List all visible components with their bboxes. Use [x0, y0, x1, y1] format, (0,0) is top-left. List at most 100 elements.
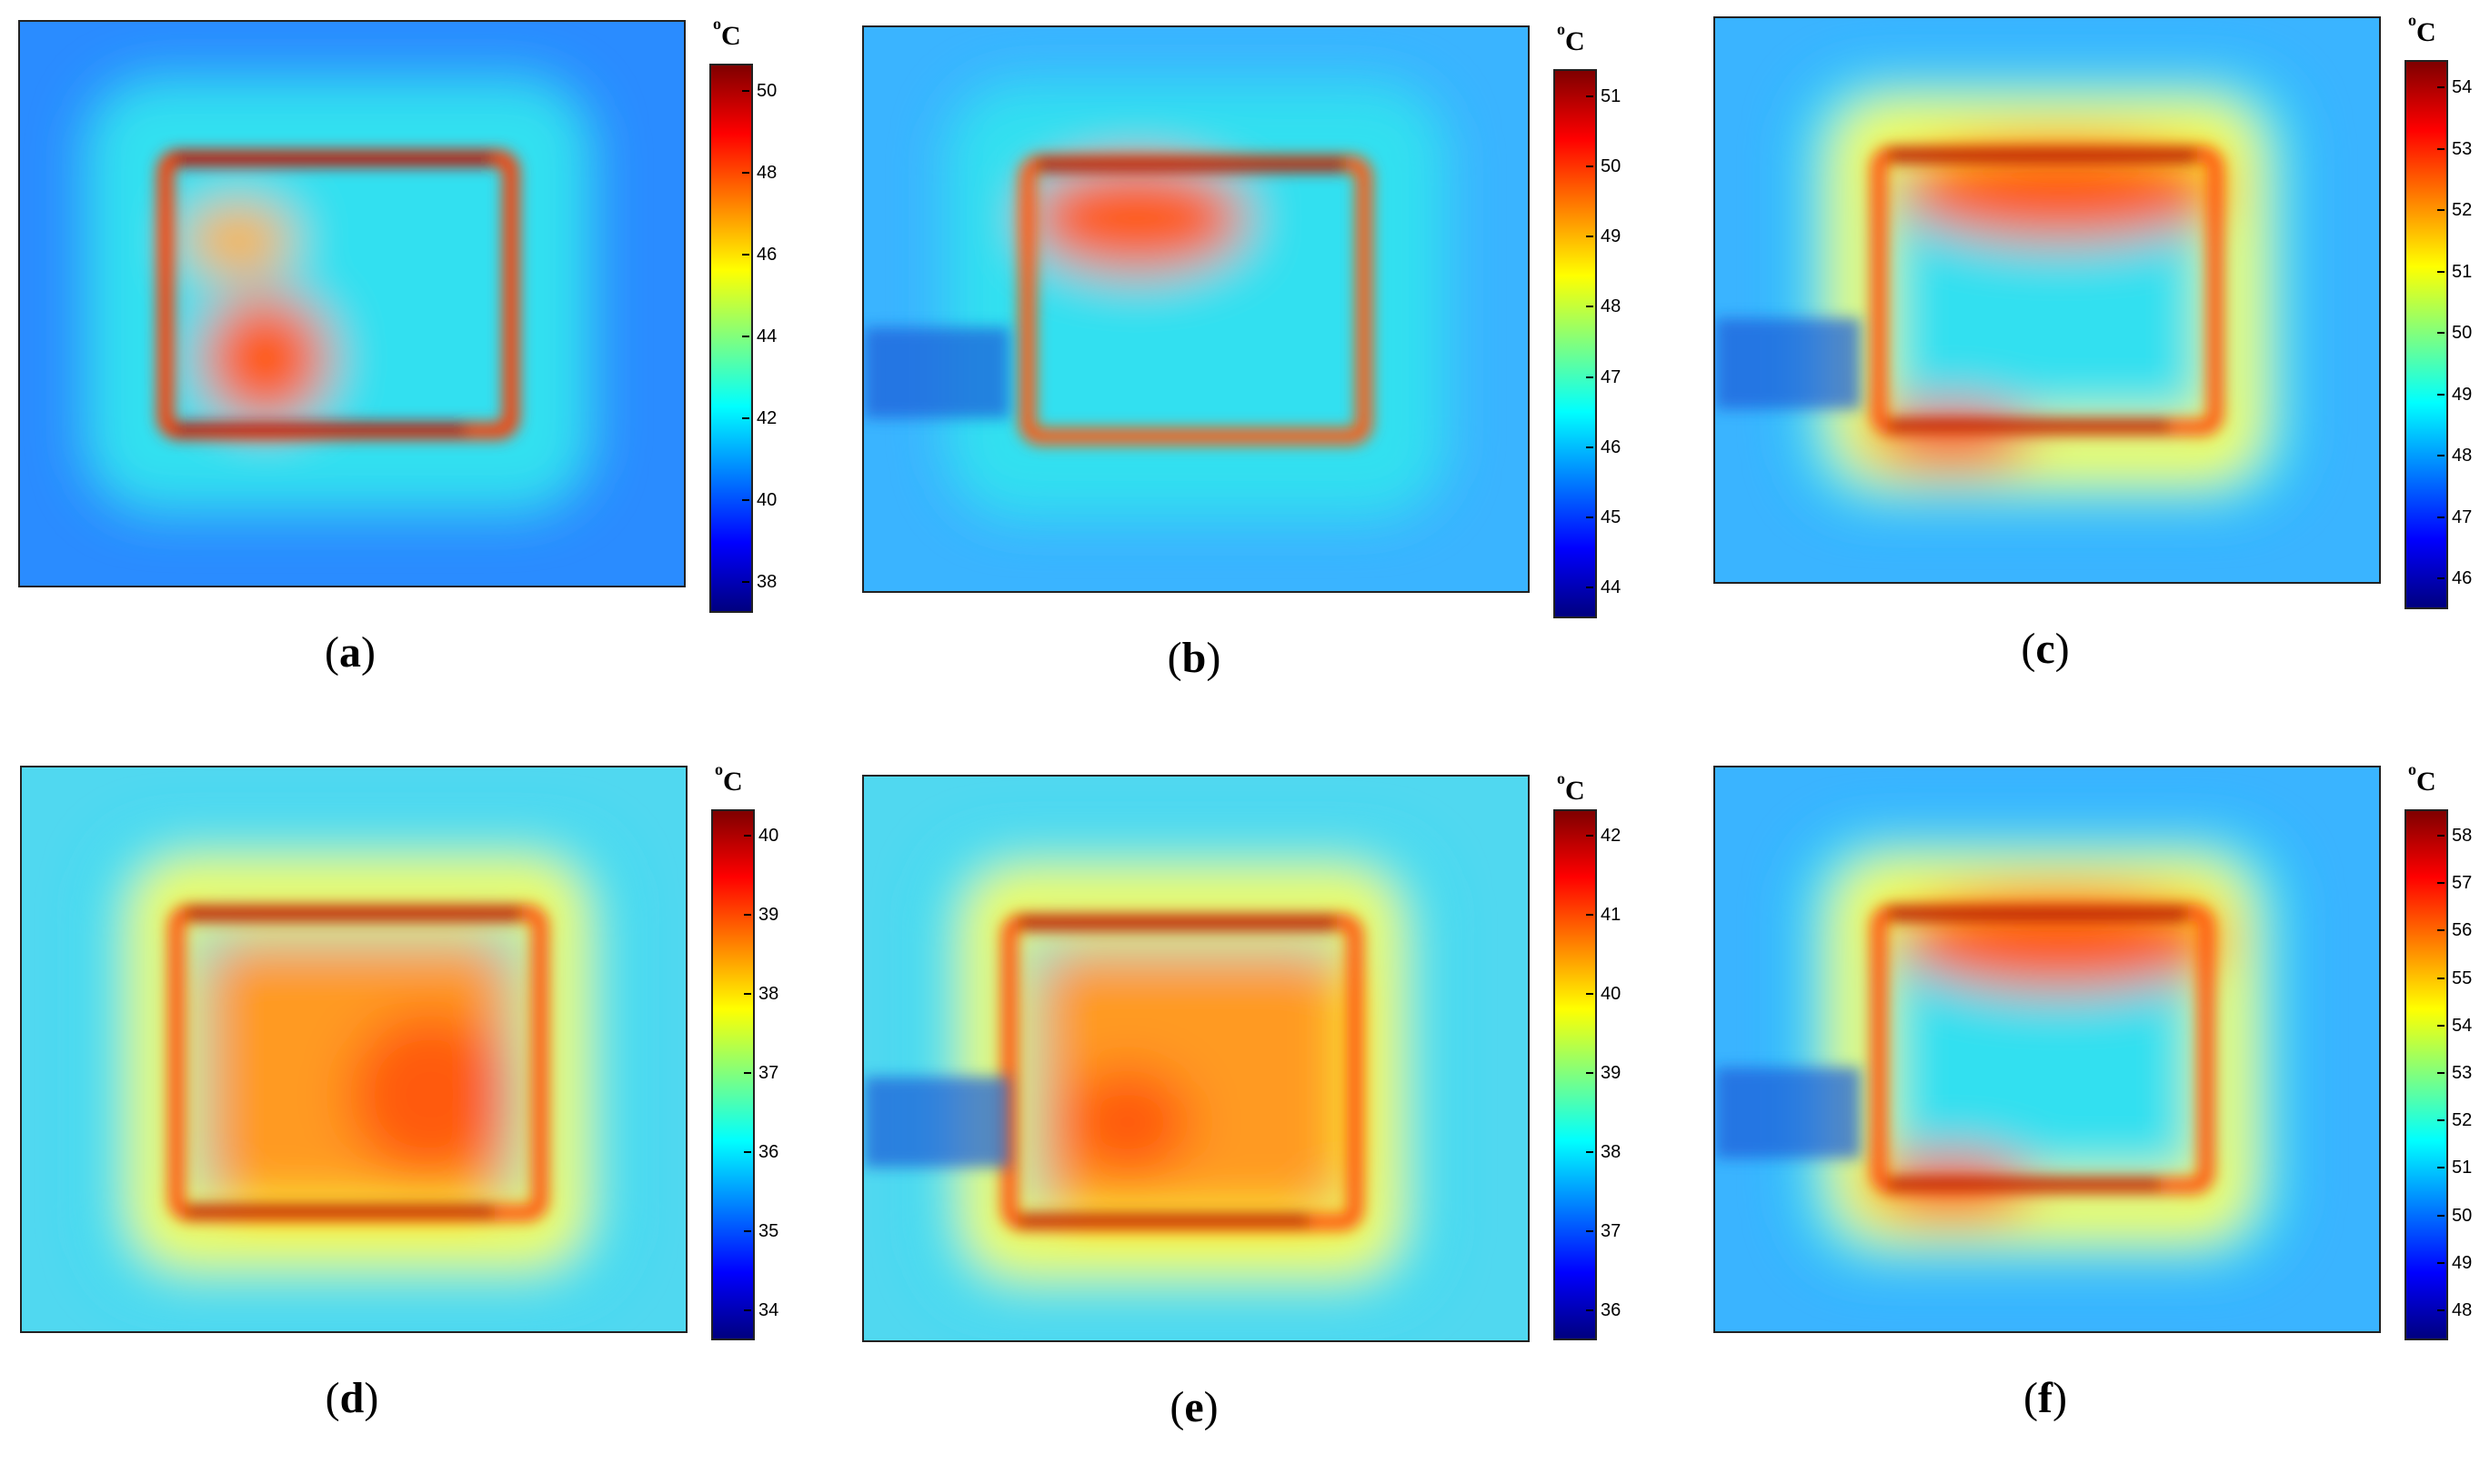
- colorbar-tick-label: 52: [2452, 1110, 2473, 1131]
- colorbar-tick-mark: [1586, 1151, 1593, 1153]
- colorbar-tick-label: 47: [2452, 506, 2473, 527]
- colorbar-tick-label: 52: [2452, 200, 2473, 220]
- colorbar-tick-label: 48: [2452, 446, 2473, 466]
- colorbar-tick-label: 46: [757, 245, 778, 265]
- colorbar-tick-mark: [2437, 577, 2445, 579]
- colorbar-tick-label: 45: [1601, 506, 1622, 527]
- colorbar-unit-label: oC: [1557, 769, 1585, 807]
- colorbar-tick-mark: [2437, 516, 2445, 518]
- colorbar-tick-label: 44: [1601, 577, 1622, 597]
- colorbar-tick-mark: [1586, 1072, 1593, 1074]
- colorbar-tick-mark: [2437, 332, 2445, 334]
- colorbar-tick-label: 40: [1601, 984, 1622, 1004]
- caption-open-paren: (: [325, 1374, 340, 1422]
- colorbar-tick-mark: [744, 993, 751, 995]
- colorbar-tick-mark: [1586, 1309, 1593, 1311]
- colorbar-tick-mark: [2437, 882, 2445, 885]
- colorbar-tick-mark: [2437, 270, 2445, 273]
- colorbar-tick-mark: [1586, 165, 1593, 168]
- colorbar-tick-label: 39: [1601, 1063, 1622, 1083]
- unit-letter: C: [2416, 767, 2436, 797]
- colorbar-tick-mark: [1586, 516, 1593, 518]
- colorbar-tick-mark: [742, 254, 749, 256]
- colorbar-tick-label: 44: [757, 326, 778, 346]
- colorbar-gradient: [713, 811, 753, 1339]
- colorbar-tick-mark: [2437, 1119, 2445, 1122]
- colorbar-tick-mark: [2437, 1024, 2445, 1027]
- colorbar-tick-mark: [2437, 209, 2445, 211]
- colorbar-unit-label: oC: [2408, 760, 2436, 797]
- colorbar-tick-label: 48: [757, 163, 778, 183]
- colorbar-tick-label: 35: [758, 1221, 779, 1241]
- colorbar-tick-mark: [1586, 1230, 1593, 1232]
- colorbar-tick-mark: [1586, 306, 1593, 308]
- colorbar-tick-label: 36: [758, 1142, 779, 1162]
- panel-caption: (d): [20, 1373, 684, 1423]
- colorbar-tick-label: 42: [1601, 826, 1622, 846]
- panel-caption: (b): [862, 633, 1526, 683]
- degree-symbol: o: [2408, 760, 2416, 778]
- colorbar-tick-label: 48: [1601, 296, 1622, 317]
- colorbar-unit-label: oC: [713, 15, 741, 52]
- colorbar-tick-label: 47: [1601, 366, 1622, 387]
- colorbar-tick-label: 49: [1601, 226, 1622, 247]
- colorbar-tick-mark: [1586, 95, 1593, 97]
- caption-letter: f: [2038, 1374, 2053, 1422]
- thermal-image: [864, 777, 1528, 1340]
- thermal-image: [1715, 767, 2379, 1331]
- colorbar: [2405, 809, 2448, 1340]
- colorbar-tick-mark: [2437, 86, 2445, 88]
- colorbar-tick-mark: [744, 835, 751, 837]
- colorbar-tick-label: 36: [1601, 1300, 1622, 1320]
- colorbar-tick-mark: [1586, 914, 1593, 916]
- caption-close-paren: ): [364, 1374, 379, 1422]
- colorbar: [711, 809, 755, 1340]
- colorbar-tick-label: 50: [1601, 156, 1622, 177]
- colorbar-tick-label: 53: [2452, 138, 2473, 159]
- thermal-image-frame: [862, 25, 1530, 593]
- colorbar-tick-label: 50: [2452, 1205, 2473, 1226]
- caption-open-paren: (: [325, 628, 339, 677]
- colorbar-tick-mark: [2437, 1309, 2445, 1311]
- colorbar-tick-label: 39: [758, 905, 779, 925]
- colorbar-tick-mark: [2437, 835, 2445, 837]
- colorbar-tick-label: 50: [2452, 323, 2473, 343]
- thermal-image: [22, 767, 686, 1331]
- panel-a: oC 50 48 46 44 42 40 38 (a): [18, 15, 837, 729]
- thermal-image-frame: [18, 20, 686, 587]
- caption-open-paren: (: [2023, 1374, 2038, 1422]
- colorbar-tick-mark: [2437, 1214, 2445, 1217]
- colorbar-unit-label: oC: [2408, 11, 2436, 48]
- panel-f: oC 58 57 56 55 54 53 52 51 50 49 48 (f): [1713, 760, 2490, 1475]
- unit-letter: C: [721, 21, 741, 51]
- panel-caption: (c): [1713, 624, 2377, 674]
- colorbar-tick-mark: [1586, 587, 1593, 588]
- degree-symbol: o: [715, 760, 723, 778]
- colorbar-tick-label: 46: [1601, 436, 1622, 457]
- caption-letter: b: [1181, 634, 1207, 682]
- colorbar-tick-mark: [742, 172, 749, 174]
- thermal-image-frame: [862, 775, 1530, 1342]
- colorbar-gradient: [2406, 811, 2446, 1339]
- thermal-image-frame: [1713, 766, 2381, 1333]
- colorbar: [709, 64, 753, 613]
- colorbar-tick-mark: [2437, 977, 2445, 979]
- colorbar-tick-mark: [2437, 147, 2445, 150]
- colorbar-unit-label: oC: [715, 760, 743, 797]
- colorbar-tick-label: 38: [1601, 1142, 1622, 1162]
- colorbar-tick-label: 38: [758, 984, 779, 1004]
- colorbar-tick-mark: [2437, 1261, 2445, 1264]
- colorbar-tick-label: 55: [2452, 968, 2473, 988]
- colorbar-tick-label: 50: [757, 81, 778, 101]
- colorbar-tick-mark: [744, 1230, 751, 1232]
- colorbar: [2405, 60, 2448, 609]
- unit-letter: C: [1565, 776, 1585, 806]
- colorbar-gradient: [2406, 62, 2446, 607]
- colorbar-unit-label: oC: [1557, 20, 1585, 57]
- colorbar-tick-mark: [744, 1151, 751, 1153]
- colorbar: [1553, 809, 1597, 1340]
- colorbar-tick-label: 38: [757, 572, 778, 592]
- panel-caption: (f): [1713, 1373, 2377, 1423]
- unit-letter: C: [2416, 17, 2436, 47]
- colorbar-gradient: [711, 65, 751, 611]
